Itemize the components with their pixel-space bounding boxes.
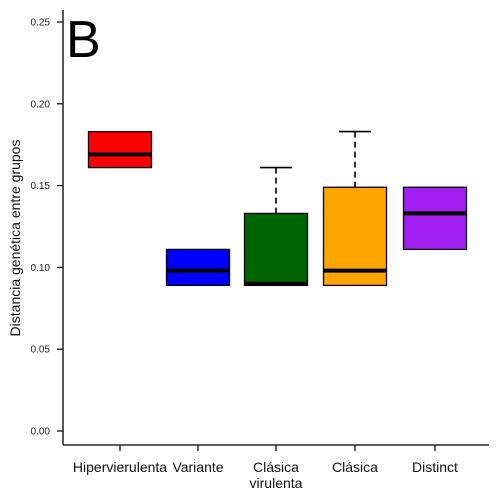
x-tick-label: Hipervierulenta xyxy=(73,459,167,475)
box xyxy=(165,248,231,287)
y-axis-label: Distancia genética entre grupos xyxy=(7,140,23,337)
x-tick-label: virulenta xyxy=(250,475,303,491)
box xyxy=(402,186,468,251)
box xyxy=(87,130,153,169)
y-tick-label: 0.00 xyxy=(31,427,51,438)
x-tick-label: Distinct xyxy=(412,459,458,475)
y-tick-label: 0.20 xyxy=(31,99,51,110)
axes: 0.00 0.05 0.10 0.15 0.20 0.25 Hipervierulenta V… xyxy=(31,10,489,491)
boxes xyxy=(87,130,468,287)
y-tick-label: 0.10 xyxy=(31,263,51,274)
panel-letter: B xyxy=(66,11,101,69)
box xyxy=(243,212,309,287)
x-tick-label: Variante xyxy=(172,459,223,475)
y-tick-label: 0.05 xyxy=(31,345,51,356)
x-tick-label: Clásica xyxy=(332,459,378,475)
y-tick-label: 0.15 xyxy=(31,181,51,192)
x-tick-label: Clásica xyxy=(253,459,299,475)
y-tick-label: 0.25 xyxy=(31,18,51,29)
